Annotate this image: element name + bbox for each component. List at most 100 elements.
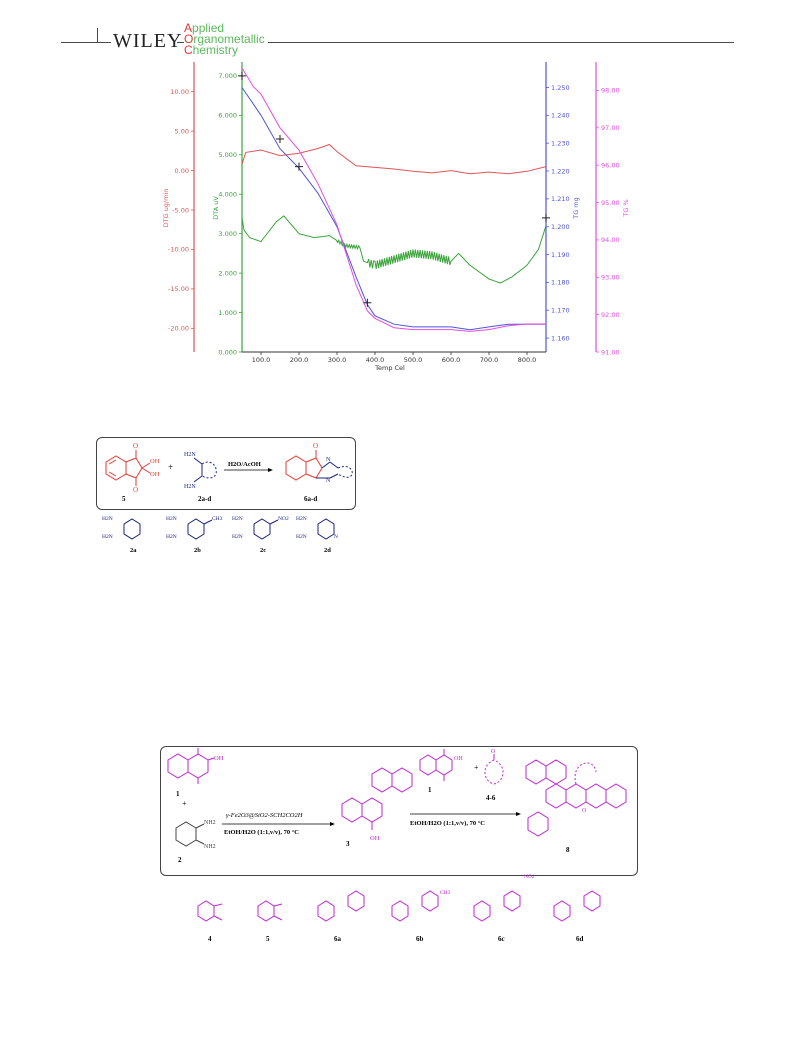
dta-tick-label: 1.000 [218, 309, 237, 317]
svg-text:OH: OH [214, 755, 224, 762]
tg-tick-label: 1.200 [551, 223, 570, 231]
dtg-tick-label: 5.00 [175, 127, 189, 135]
svg-text:+: + [182, 799, 187, 808]
tg-tick-label: 1.230 [551, 139, 570, 147]
label-4: 4 [208, 935, 212, 943]
svg-text:+: + [168, 462, 173, 472]
x-tick-label: 400.0 [366, 356, 385, 364]
analysis-marker [542, 213, 550, 222]
svg-text:H2N: H2N [232, 516, 243, 522]
scheme-2-box [160, 746, 638, 876]
svg-text:H2N: H2N [166, 534, 177, 540]
svg-text:NO2: NO2 [524, 874, 535, 880]
compound-1-structure [167, 748, 215, 784]
svg-text:H2N: H2N [102, 516, 113, 522]
svg-text:H2N: H2N [232, 534, 243, 540]
dta-tick-label: 5.000 [218, 151, 237, 159]
svg-text:O: O [491, 749, 496, 755]
svg-text:OH: OH [370, 835, 380, 842]
tg-tick-label: 1.180 [551, 279, 570, 287]
dtg-tick-label: -15.00 [168, 285, 189, 293]
tgpct-tick-label: 95.00 [601, 199, 620, 207]
scheme-2: OH 1 + NH2 NH2 2 γ-Fe2O3@SiO2-SCH2CO2H E… [167, 748, 627, 943]
scheme-1-box [96, 437, 356, 510]
svg-text:CH3: CH3 [440, 890, 451, 896]
diamine-2b [187, 518, 213, 540]
svg-text:O: O [582, 808, 587, 814]
tg-tick-label: 1.240 [551, 112, 570, 120]
compound-6b-structure [391, 890, 439, 922]
label-6a-d: 6a-d [304, 495, 317, 503]
x-tick-label: 300.0 [328, 356, 347, 364]
tgpct-series-line [241, 67, 546, 332]
dta-series-line [241, 215, 547, 284]
label-2a-d: 2a-d [198, 495, 211, 503]
dta-tick-label: 4.000 [218, 191, 237, 199]
label-5b: 5 [266, 935, 270, 943]
label-6d: 6d [576, 935, 584, 943]
diamine-generic-structure [193, 457, 217, 483]
compound-8-structure [525, 759, 627, 837]
tg-tick-label: 1.160 [551, 334, 570, 342]
x-tick-label: 800.0 [518, 356, 537, 364]
x-tick-label: 100.0 [252, 356, 271, 364]
scheme-1: O O OH OH 5 + H2N H2N 2a-d H2O/AcOH O N … [102, 442, 353, 554]
label-2c: 2c [260, 547, 266, 554]
tg-tick-label: 1.190 [551, 251, 570, 259]
svg-text:O: O [313, 442, 318, 450]
tg-series-line [241, 87, 546, 331]
product-6a-d-structure [285, 450, 353, 481]
label-2a: 2a [130, 547, 137, 554]
ketone-4-6-structure [484, 754, 504, 785]
x-tick-label: 500.0 [404, 356, 423, 364]
svg-text:OH: OH [150, 471, 160, 478]
tgpct-axis-label: TG % [622, 199, 630, 217]
compound-2-structure [175, 821, 205, 847]
tg-tick-label: 1.220 [551, 167, 570, 175]
label-8: 8 [566, 846, 570, 854]
compound-4-structure [197, 900, 223, 922]
svg-text:CH3: CH3 [212, 516, 223, 522]
svg-text:NO2: NO2 [278, 516, 289, 522]
label-1: 1 [176, 790, 180, 798]
svg-text:O: O [133, 486, 138, 494]
dtg-series-line [241, 143, 547, 175]
label-2b: 2b [194, 547, 201, 554]
tgpct-tick-label: 96.00 [601, 161, 620, 169]
label-6c: 6c [498, 935, 505, 943]
diamine-2c [253, 518, 279, 540]
label-5: 5 [122, 495, 126, 503]
svg-text:+: + [474, 763, 479, 772]
dta-tick-label: 3.000 [218, 230, 237, 238]
dtg-tick-label: 0.00 [175, 167, 189, 175]
header-dash [177, 42, 184, 43]
analysis-marker [238, 71, 246, 80]
tgpct-tick-label: 94.00 [601, 236, 620, 244]
svg-text:N: N [326, 457, 331, 463]
dta-tick-label: 2.000 [218, 269, 237, 277]
compound-5-structure [257, 900, 283, 922]
scheme2-solvent-1: EtOH/H2O (1:1,v/v), 70 °C [224, 829, 299, 836]
svg-text:H2N: H2N [296, 534, 307, 540]
label-2d: 2d [324, 547, 331, 554]
label-6a: 6a [334, 935, 342, 943]
diamine-2a [123, 518, 141, 540]
scheme2-catalyst: γ-Fe2O3@SiO2-SCH2CO2H [226, 812, 303, 819]
dtg-tick-label: 10.00 [170, 88, 189, 96]
chart-xlabel: Temp Cel [374, 364, 405, 372]
tg-tick-label: 1.250 [551, 84, 570, 92]
dtg-tick-label: -20.00 [168, 325, 189, 333]
dta-tick-label: 0.000 [218, 348, 237, 356]
svg-text:OH: OH [150, 458, 160, 465]
svg-text:OH: OH [454, 756, 463, 762]
tg-tick-label: 1.170 [551, 307, 570, 315]
header-tick [97, 28, 98, 42]
scheme1-conditions: H2O/AcOH [228, 461, 261, 468]
tgpct-tick-label: 93.00 [601, 274, 620, 282]
svg-text:H2N: H2N [166, 516, 177, 522]
compound-6d-structure [553, 890, 601, 922]
x-tick-label: 700.0 [480, 356, 499, 364]
compound-6c-structure [473, 890, 521, 922]
tga-dta-chart: 10.00 5.00 0.00 -5.00 -10.00 -15.00 -20.00 DTG … [162, 62, 630, 372]
header-rule-left [61, 42, 111, 43]
